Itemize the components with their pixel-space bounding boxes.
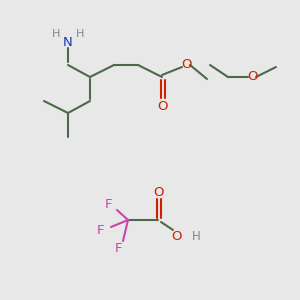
Text: H: H bbox=[76, 29, 84, 39]
Text: F: F bbox=[97, 224, 105, 236]
Text: F: F bbox=[114, 242, 122, 256]
Text: O: O bbox=[171, 230, 181, 242]
Text: O: O bbox=[247, 70, 257, 83]
Text: O: O bbox=[153, 185, 163, 199]
Text: F: F bbox=[104, 199, 112, 212]
Text: H: H bbox=[52, 29, 60, 39]
Text: O: O bbox=[181, 58, 191, 71]
Text: N: N bbox=[63, 35, 73, 49]
Text: O: O bbox=[157, 100, 167, 113]
Text: H: H bbox=[192, 230, 200, 242]
